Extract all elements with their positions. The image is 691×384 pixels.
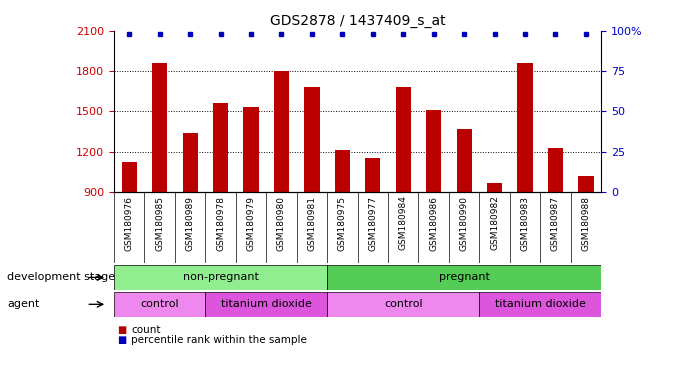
Text: percentile rank within the sample: percentile rank within the sample <box>131 335 307 345</box>
Text: non-pregnant: non-pregnant <box>182 272 258 283</box>
Text: control: control <box>140 299 179 310</box>
Bar <box>213 103 228 192</box>
Text: GSM180980: GSM180980 <box>277 195 286 250</box>
Bar <box>487 183 502 192</box>
Text: pregnant: pregnant <box>439 272 490 283</box>
Bar <box>327 292 480 317</box>
Text: GSM180978: GSM180978 <box>216 195 225 250</box>
Bar <box>578 176 594 192</box>
Bar <box>396 87 411 192</box>
Text: GSM180981: GSM180981 <box>307 195 316 250</box>
Text: GSM180984: GSM180984 <box>399 195 408 250</box>
Text: GSM180976: GSM180976 <box>125 195 134 250</box>
Text: GSM180975: GSM180975 <box>338 195 347 250</box>
Text: development stage: development stage <box>7 272 115 283</box>
Bar <box>518 63 533 192</box>
Text: count: count <box>131 325 161 335</box>
Bar <box>152 63 167 192</box>
Bar <box>304 87 319 192</box>
Text: control: control <box>384 299 423 310</box>
Text: GSM180988: GSM180988 <box>581 195 590 250</box>
Text: GSM180987: GSM180987 <box>551 195 560 250</box>
Bar <box>205 292 327 317</box>
Text: GSM180983: GSM180983 <box>520 195 529 250</box>
Text: GSM180985: GSM180985 <box>155 195 164 250</box>
Text: GSM180977: GSM180977 <box>368 195 377 250</box>
Text: GSM180979: GSM180979 <box>247 195 256 250</box>
Title: GDS2878 / 1437409_s_at: GDS2878 / 1437409_s_at <box>269 14 446 28</box>
Bar <box>334 151 350 192</box>
Bar <box>114 292 205 317</box>
Bar <box>122 162 137 192</box>
Text: ■: ■ <box>117 335 126 345</box>
Bar <box>243 107 258 192</box>
Text: titanium dioxide: titanium dioxide <box>495 299 586 310</box>
Bar <box>327 265 601 290</box>
Text: GSM180986: GSM180986 <box>429 195 438 250</box>
Text: ■: ■ <box>117 325 126 335</box>
Text: GSM180982: GSM180982 <box>490 195 499 250</box>
Text: GSM180990: GSM180990 <box>460 195 468 250</box>
Bar <box>548 148 563 192</box>
Bar <box>480 292 601 317</box>
Bar <box>114 265 327 290</box>
Bar <box>274 71 289 192</box>
Text: GSM180989: GSM180989 <box>186 195 195 250</box>
Bar <box>426 110 442 192</box>
Text: titanium dioxide: titanium dioxide <box>221 299 312 310</box>
Text: agent: agent <box>7 299 39 310</box>
Bar <box>457 129 472 192</box>
Bar <box>182 133 198 192</box>
Bar <box>366 159 381 192</box>
